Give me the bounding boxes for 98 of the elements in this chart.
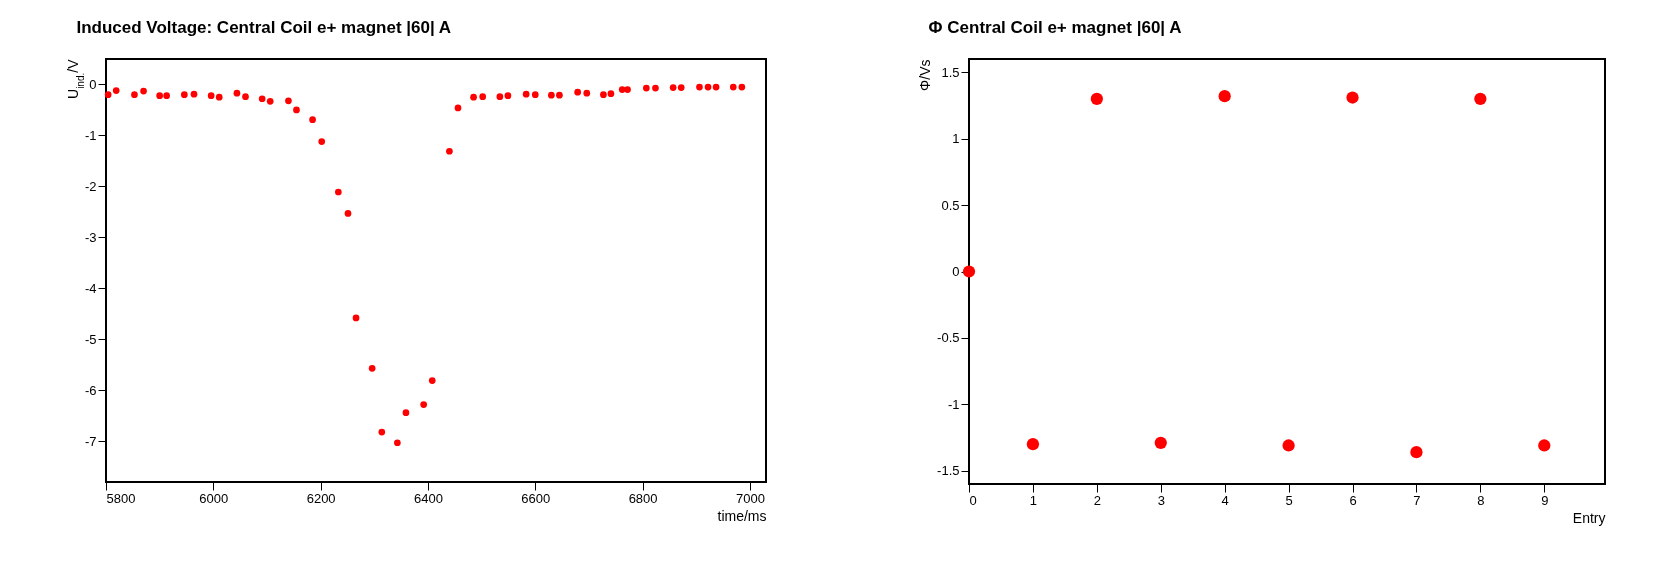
point — [962, 265, 976, 278]
y-tick-label: 0 — [89, 76, 97, 92]
point — [394, 439, 401, 447]
y-tick-label: -0.5 — [937, 330, 960, 346]
point — [729, 83, 737, 91]
point — [479, 93, 487, 101]
x-tick-label: 7000 — [735, 490, 765, 506]
point — [293, 106, 300, 114]
y-tick-label: -5 — [84, 331, 97, 347]
y-axis-title: Φ/Vs — [917, 59, 934, 91]
point — [669, 84, 677, 91]
point — [104, 91, 112, 99]
y-tick-label: -7 — [84, 433, 97, 449]
point — [344, 210, 352, 217]
x-tick-label: 3 — [1157, 492, 1165, 508]
point — [1154, 436, 1167, 449]
x-tick-label: 4 — [1221, 492, 1229, 508]
point — [600, 91, 607, 99]
point — [548, 91, 555, 99]
point — [368, 365, 376, 372]
point — [285, 97, 292, 105]
point — [496, 93, 504, 101]
point — [318, 138, 326, 145]
point — [420, 401, 428, 408]
x-tick-label: 1 — [1029, 492, 1038, 508]
x-tick-label: 6200 — [306, 490, 336, 506]
point — [1090, 92, 1103, 105]
point — [131, 91, 138, 99]
x-tick-label: 6600 — [521, 490, 551, 506]
point — [677, 84, 685, 91]
point — [738, 83, 746, 91]
y-tick-label: -6 — [84, 382, 97, 398]
point — [266, 97, 274, 105]
chart-title: Φ Central Coil e+ magnet |60| A — [928, 18, 1182, 37]
point — [309, 116, 316, 123]
x-tick-label: 5800 — [106, 490, 136, 506]
point — [642, 84, 650, 92]
y-tick-label: -1 — [947, 396, 960, 412]
point — [215, 93, 223, 101]
point — [652, 84, 659, 92]
point — [190, 90, 198, 98]
point — [428, 377, 436, 384]
x-tick-label: 6800 — [628, 490, 658, 506]
y-tick-label: -1 — [84, 127, 97, 143]
point — [163, 92, 170, 100]
x-tick-label: 6400 — [413, 490, 443, 506]
point — [140, 87, 147, 95]
x-tick-label: 8 — [1477, 492, 1485, 508]
chart-title: Induced Voltage: Central Coil e+ magnet |60| A — [76, 18, 452, 37]
point — [696, 83, 703, 91]
x-tick-label: 6 — [1349, 492, 1357, 508]
x-tick-label: 9 — [1541, 492, 1549, 508]
point — [402, 409, 410, 417]
point — [207, 92, 215, 100]
point — [522, 90, 530, 98]
x-tick-label: 2 — [1093, 492, 1101, 508]
point — [556, 91, 563, 99]
point — [531, 91, 539, 99]
point — [1474, 92, 1487, 105]
x-axis-title: Entry — [1572, 509, 1606, 526]
point — [112, 87, 120, 94]
point — [258, 95, 266, 103]
x-axis-title: time/ms — [717, 507, 767, 524]
x-tick-label: 7 — [1413, 492, 1421, 508]
point — [504, 92, 512, 100]
point — [156, 92, 164, 100]
y-tick-label: -1.5 — [937, 463, 960, 479]
point — [470, 93, 477, 101]
point — [1282, 439, 1295, 452]
point — [574, 88, 582, 96]
y-tick-label: -4 — [84, 280, 97, 296]
point — [1410, 446, 1423, 459]
point — [1538, 439, 1551, 452]
point — [704, 83, 712, 91]
y-tick-label: 1.5 — [941, 64, 960, 80]
point — [180, 91, 188, 99]
point — [242, 93, 249, 101]
point — [1026, 438, 1040, 451]
y-tick-label: 0.5 — [941, 197, 960, 213]
point — [446, 147, 453, 155]
point — [334, 188, 342, 196]
point — [454, 104, 462, 112]
point — [712, 83, 720, 91]
x-tick-label: 5 — [1285, 492, 1293, 508]
point — [1346, 91, 1359, 104]
x-tick-label: 0 — [969, 492, 977, 508]
y-tick-label: -3 — [84, 229, 97, 245]
y-tick-label: 1 — [952, 131, 960, 147]
y-tick-label: -2 — [84, 178, 97, 194]
point — [583, 89, 591, 97]
point — [607, 90, 615, 97]
point — [352, 314, 360, 322]
x-tick-label: 6000 — [199, 490, 229, 506]
point — [624, 86, 631, 93]
point — [1218, 90, 1231, 103]
y-tick-label: 0 — [952, 264, 960, 279]
point — [378, 428, 386, 436]
point — [233, 89, 241, 97]
